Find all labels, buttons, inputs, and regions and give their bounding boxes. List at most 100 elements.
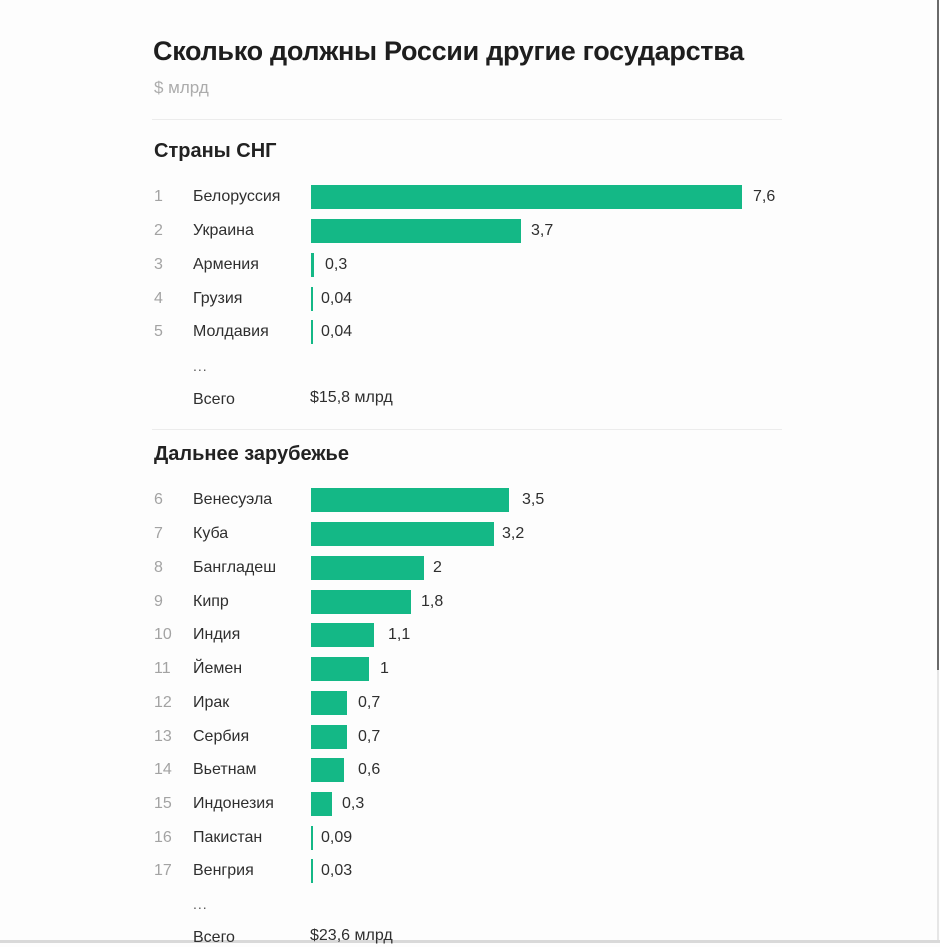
value-label: 7,6 — [753, 188, 776, 205]
divider — [152, 119, 782, 120]
chart-subtitle: $ млрд — [154, 78, 209, 97]
total-label: Всего — [193, 929, 235, 946]
country-label: Куба — [193, 525, 229, 542]
bar-row: 3 Армения 0,3 — [150, 253, 790, 279]
bar — [311, 287, 313, 311]
bar-row: 14 Вьетнам 0,6 — [150, 758, 790, 784]
window-edge — [0, 940, 940, 943]
value-label: 0,04 — [321, 323, 353, 340]
value-label: 2 — [433, 559, 442, 576]
value-label: 3,2 — [502, 525, 525, 542]
rank-number: 2 — [154, 222, 163, 239]
window-edge — [937, 670, 939, 943]
rank-number: 17 — [154, 862, 172, 879]
country-label: Сербия — [193, 728, 250, 745]
rank-number: 9 — [154, 593, 163, 610]
value-label: 0,09 — [321, 829, 353, 846]
rank-number: 14 — [154, 761, 172, 778]
rank-number: 4 — [154, 290, 163, 307]
country-label: Белоруссия — [193, 188, 281, 205]
rank-number: 10 — [154, 626, 172, 643]
bar — [311, 691, 347, 715]
total-value: $23,6 млрд — [310, 927, 393, 944]
bar — [311, 590, 411, 614]
bar — [311, 792, 332, 816]
country-label: Армения — [193, 256, 259, 273]
bar-row: 1 Белоруссия 7,6 — [150, 185, 790, 211]
rank-number: 7 — [154, 525, 163, 542]
bar — [311, 320, 313, 344]
value-label: 1,8 — [421, 593, 444, 610]
bar-row: 6 Венесуэла 3,5 — [150, 488, 790, 514]
value-label: 0,7 — [358, 728, 381, 745]
bar-row: 4 Грузия 0,04 — [150, 287, 790, 313]
bar — [311, 758, 344, 782]
country-label: Украина — [193, 222, 254, 239]
country-label: Бангладеш — [193, 559, 277, 576]
rank-number: 5 — [154, 323, 163, 340]
total-value: $15,8 млрд — [310, 389, 393, 406]
country-label: Кипр — [193, 593, 229, 610]
rank-number: 15 — [154, 795, 172, 812]
rank-number: 6 — [154, 491, 163, 508]
bar — [311, 725, 347, 749]
value-label: 1 — [380, 660, 389, 677]
rank-number: 1 — [154, 188, 163, 205]
divider — [152, 429, 782, 430]
bar-row: 16 Пакистан 0,09 — [150, 826, 790, 852]
rank-number: 16 — [154, 829, 172, 846]
bar-row: 10 Индия 1,1 — [150, 623, 790, 649]
value-label: 0,03 — [321, 862, 353, 879]
rank-number: 12 — [154, 694, 172, 711]
country-label: Индия — [193, 626, 241, 643]
rank-number: 3 — [154, 256, 163, 273]
bar-row: 7 Куба 3,2 — [150, 522, 790, 548]
country-label: Пакистан — [193, 829, 263, 846]
country-label: Грузия — [193, 290, 243, 307]
chart-title: Сколько должны России другие государства — [153, 36, 744, 66]
bar-row: 12 Ирак 0,7 — [150, 691, 790, 717]
bar-row: 17 Венгрия 0,03 — [150, 859, 790, 885]
country-label: Молдавия — [193, 323, 269, 340]
bar — [311, 253, 314, 277]
rank-number: 13 — [154, 728, 172, 745]
bar — [311, 826, 313, 850]
bar — [311, 623, 374, 647]
section-title-far-abroad: Дальнее зарубежье — [154, 443, 349, 465]
value-label: 0,04 — [321, 290, 353, 307]
bar — [311, 859, 313, 883]
value-label: 0,7 — [358, 694, 381, 711]
bar-row: 15 Индонезия 0,3 — [150, 792, 790, 818]
value-label: 3,7 — [531, 222, 554, 239]
section-title-cis: Страны СНГ — [154, 140, 277, 162]
bar — [311, 219, 521, 243]
country-label: Индонезия — [193, 795, 274, 812]
value-label: 0,6 — [358, 761, 381, 778]
window-edge — [937, 0, 939, 670]
bar-row: 8 Бангладеш 2 — [150, 556, 790, 582]
bar — [311, 657, 369, 681]
rank-number: 8 — [154, 559, 163, 576]
bar-row: 13 Сербия 0,7 — [150, 725, 790, 751]
bar — [311, 556, 424, 580]
rank-number: 11 — [154, 660, 171, 677]
country-label: Вьетнам — [193, 761, 257, 778]
bar — [311, 522, 494, 546]
country-label: Йемен — [193, 660, 243, 677]
bar — [311, 488, 509, 512]
bar-row: 5 Молдавия 0,04 — [150, 320, 790, 346]
bar — [311, 185, 742, 209]
value-label: 1,1 — [388, 626, 411, 643]
bar-row: 11 Йемен 1 — [150, 657, 790, 683]
total-label: Всего — [193, 391, 235, 408]
more-ellipsis: ... — [193, 896, 208, 912]
value-label: 0,3 — [325, 256, 348, 273]
bar-row: 2 Украина 3,7 — [150, 219, 790, 245]
value-label: 3,5 — [522, 491, 545, 508]
country-label: Венгрия — [193, 862, 254, 879]
country-label: Венесуэла — [193, 491, 273, 508]
value-label: 0,3 — [342, 795, 365, 812]
country-label: Ирак — [193, 694, 230, 711]
bar-row: 9 Кипр 1,8 — [150, 590, 790, 616]
more-ellipsis: ... — [193, 358, 208, 374]
